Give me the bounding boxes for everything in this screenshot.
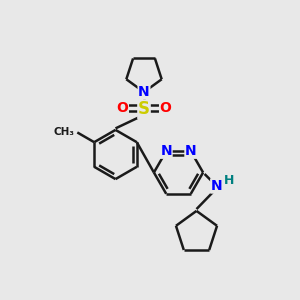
Text: CH₃: CH₃ (54, 128, 75, 137)
Text: N: N (185, 144, 196, 158)
Text: N: N (211, 179, 222, 193)
Text: N: N (138, 85, 150, 99)
Text: H: H (224, 174, 234, 187)
Text: N: N (160, 144, 172, 158)
Text: S: S (138, 100, 150, 118)
Text: O: O (160, 101, 172, 115)
Text: O: O (116, 101, 128, 115)
